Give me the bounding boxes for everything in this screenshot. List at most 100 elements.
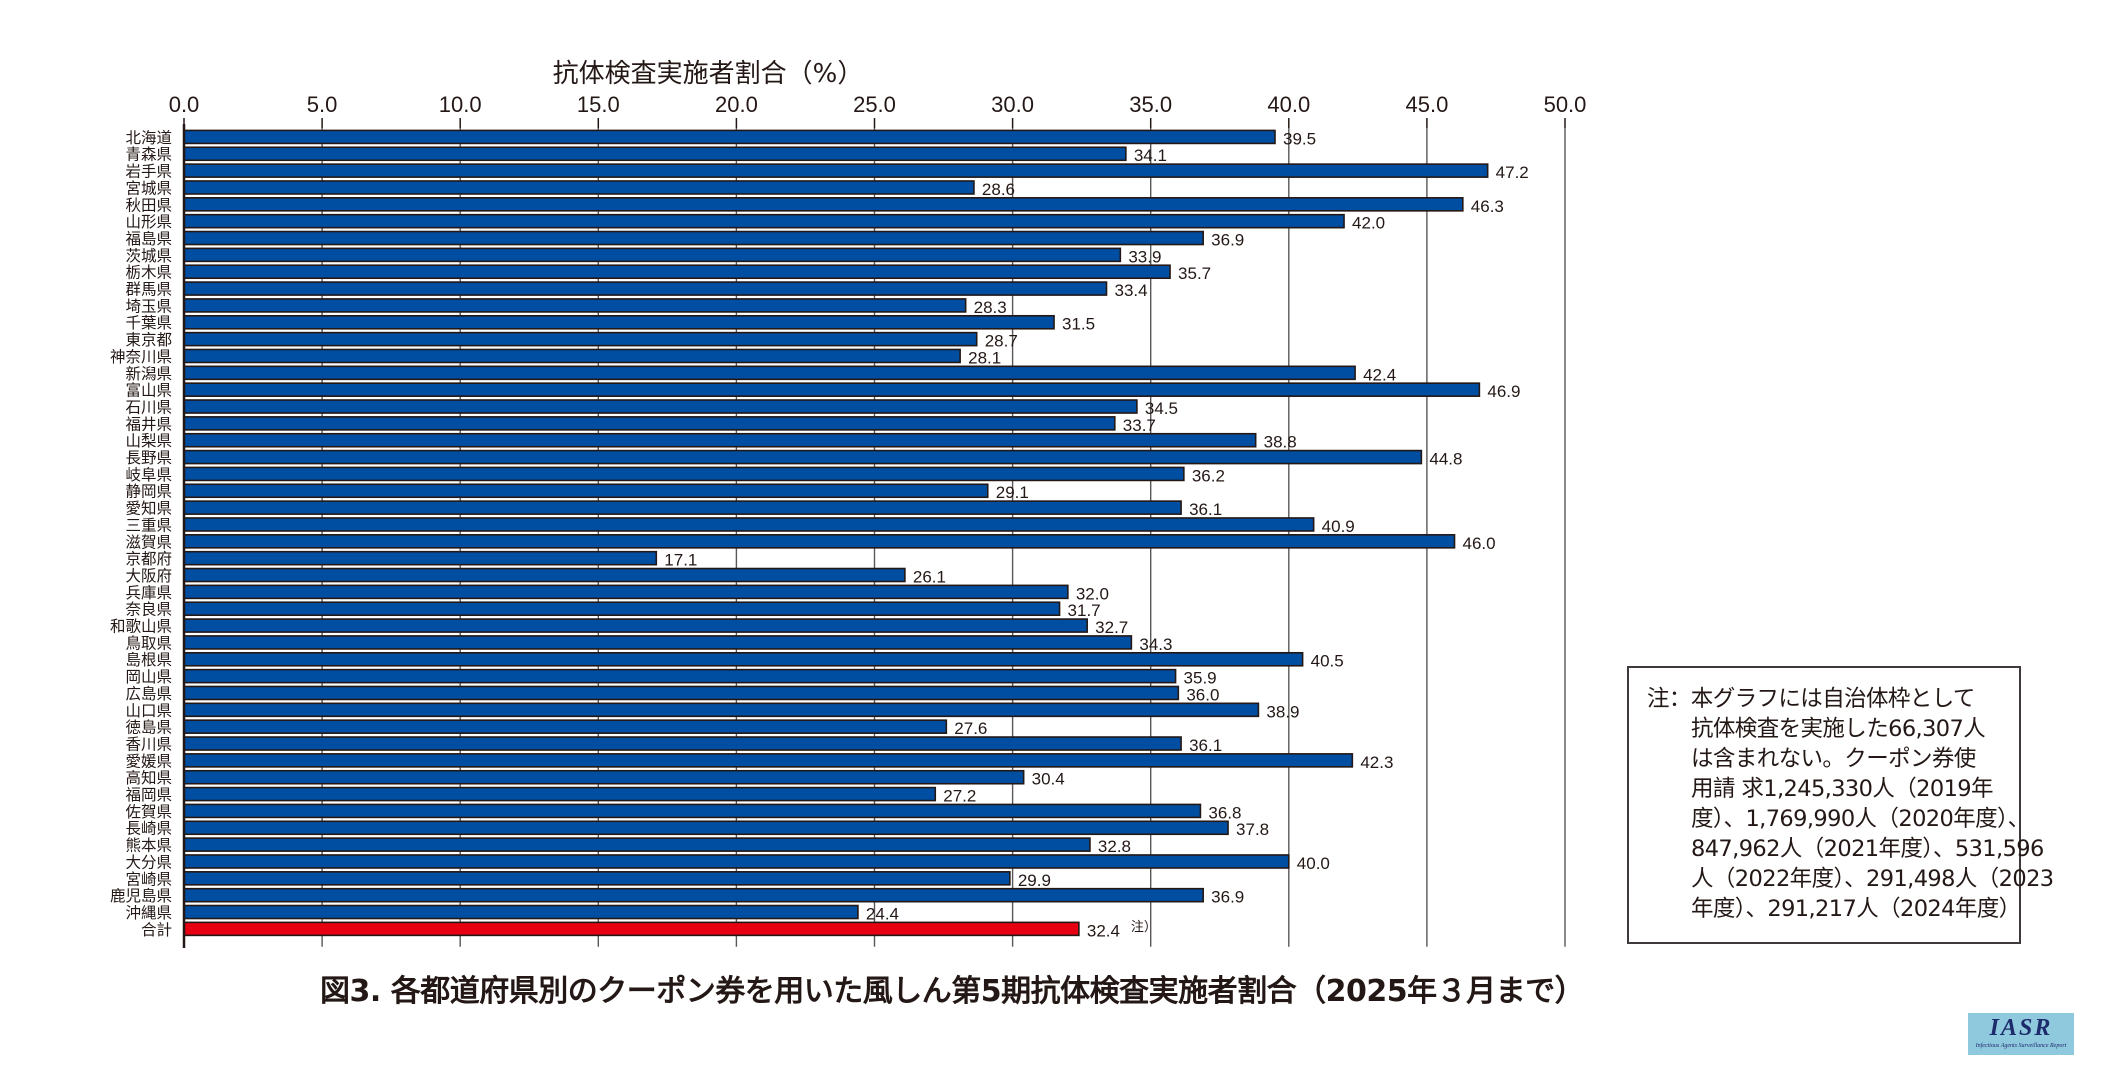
bar [183, 635, 1133, 650]
category-label: 和歌山県 [110, 618, 172, 636]
bar [183, 331, 978, 347]
value-label: 40.0 [1297, 854, 1330, 873]
category-label: 広島県 [125, 685, 172, 703]
x-tick-label: 10.0 [439, 92, 482, 117]
bar [183, 871, 1011, 886]
value-label: 34.5 [1145, 399, 1178, 418]
note-line: 年度）、291,217人（2024年度） [1691, 896, 2021, 922]
category-label: 青森県 [125, 146, 172, 164]
value-label: 32.0 [1076, 584, 1109, 603]
x-tick-label: 35.0 [1129, 92, 1172, 117]
logo-sub-text: Infectious Agents Surveillance Report [1975, 1043, 2067, 1049]
x-tick-label: 30.0 [991, 92, 1034, 117]
bar [183, 854, 1290, 869]
bar [183, 567, 906, 583]
x-tick-label: 5.0 [307, 92, 338, 117]
value-label: 27.6 [954, 719, 987, 738]
bar [183, 736, 1182, 751]
value-label: 38.8 [1264, 433, 1297, 452]
value-label: 26.1 [913, 567, 946, 586]
category-label: 大分県 [125, 853, 172, 871]
note-line: 847,962人（2021年度）、531,596 [1691, 836, 2044, 862]
value-label: 24.4 [866, 904, 899, 923]
bar [183, 483, 989, 499]
category-label: 宮城県 [125, 179, 172, 197]
value-label: 36.0 [1186, 685, 1219, 704]
value-label: 33.4 [1115, 281, 1148, 300]
bar [183, 584, 1069, 600]
value-label: 39.5 [1283, 129, 1316, 148]
category-label: 東京都 [125, 331, 172, 349]
category-label: 新潟県 [125, 365, 172, 383]
value-label: 32.8 [1098, 837, 1131, 856]
value-label: 37.8 [1236, 820, 1269, 839]
bar [183, 702, 1260, 718]
x-tick-label: 50.0 [1544, 92, 1587, 117]
category-label: 岩手県 [125, 163, 172, 181]
bar [183, 651, 1304, 667]
value-label: 34.3 [1139, 635, 1172, 654]
category-label: 富山県 [125, 382, 172, 400]
bar [183, 618, 1088, 633]
value-labels: 39.5 34.1 47.2 28.6 46.3 42.0 36.9 33.9 35.7 33.4… [664, 129, 1528, 940]
value-label: 40.5 [1311, 652, 1344, 671]
bar [183, 163, 1489, 178]
bar [183, 837, 1091, 852]
category-label: 埼玉県 [125, 297, 172, 315]
value-label: 36.2 [1192, 466, 1225, 485]
category-label: 香川県 [125, 735, 172, 753]
x-tick-label: 20.0 [715, 92, 758, 117]
bar [183, 213, 1345, 229]
value-label: 30.4 [1032, 770, 1065, 789]
category-labels: 北海道青森県岩手県宮城県秋田県山形県福島県茨城県栃木県群馬県埼玉県千葉県東京都神… [110, 129, 172, 939]
bar [183, 769, 1025, 785]
note-box: 注：本グラフには自治体枠として 抗体検査を実施した66,307人 は含まれない。… [1627, 666, 2054, 944]
bar-total [183, 921, 1080, 937]
bar [183, 820, 1229, 836]
value-label: 35.9 [1184, 669, 1217, 688]
x-tick-label: 25.0 [853, 92, 896, 117]
bar [183, 517, 1315, 532]
note-line: 度）、1,769,990人（2020年度）、 [1691, 806, 2030, 832]
bar [183, 382, 1481, 397]
value-label: 17.1 [664, 551, 697, 570]
iasr-logo: IASR Infectious Agents Surveillance Repo… [1968, 1013, 2074, 1055]
value-label: 32.7 [1095, 618, 1128, 637]
bar [183, 719, 948, 734]
category-label: 高知県 [125, 769, 172, 787]
bar [183, 449, 1423, 465]
value-label: 38.9 [1266, 702, 1299, 721]
x-axis-title: 抗体検査実施者割合（%） [553, 59, 864, 89]
category-label: 愛知県 [125, 500, 172, 518]
value-label: 27.2 [943, 787, 976, 806]
x-tick-label: 0.0 [169, 92, 200, 117]
category-label: 秋田県 [125, 196, 172, 214]
value-label: 33.9 [1128, 247, 1161, 266]
bar [183, 753, 1354, 768]
bar [183, 786, 937, 802]
category-label: 福島県 [125, 230, 172, 248]
bar [183, 314, 1055, 330]
bar [183, 230, 1204, 246]
category-label: 福井県 [125, 415, 172, 433]
bar [183, 432, 1257, 448]
value-label: 28.7 [985, 332, 1018, 351]
value-label: 35.7 [1178, 264, 1211, 283]
value-label: 29.1 [996, 483, 1029, 502]
bar [183, 180, 975, 195]
bar [183, 348, 961, 364]
total-note-marker: 注） [1131, 920, 1157, 935]
category-label: 群馬県 [125, 281, 172, 299]
bar [183, 887, 1204, 903]
bar [183, 365, 1356, 381]
bar [183, 281, 1108, 296]
logo-main-text: IASR [1989, 1015, 2053, 1041]
category-label: 岡山県 [125, 668, 172, 686]
value-label: 36.9 [1211, 230, 1244, 249]
category-label: 兵庫県 [125, 584, 172, 602]
bar [183, 399, 1138, 414]
category-label: 長崎県 [125, 820, 172, 838]
note-line: は含まれない。クーポン券使 [1691, 746, 1976, 772]
value-label: 28.1 [968, 348, 1001, 367]
value-label: 31.7 [1068, 601, 1101, 620]
